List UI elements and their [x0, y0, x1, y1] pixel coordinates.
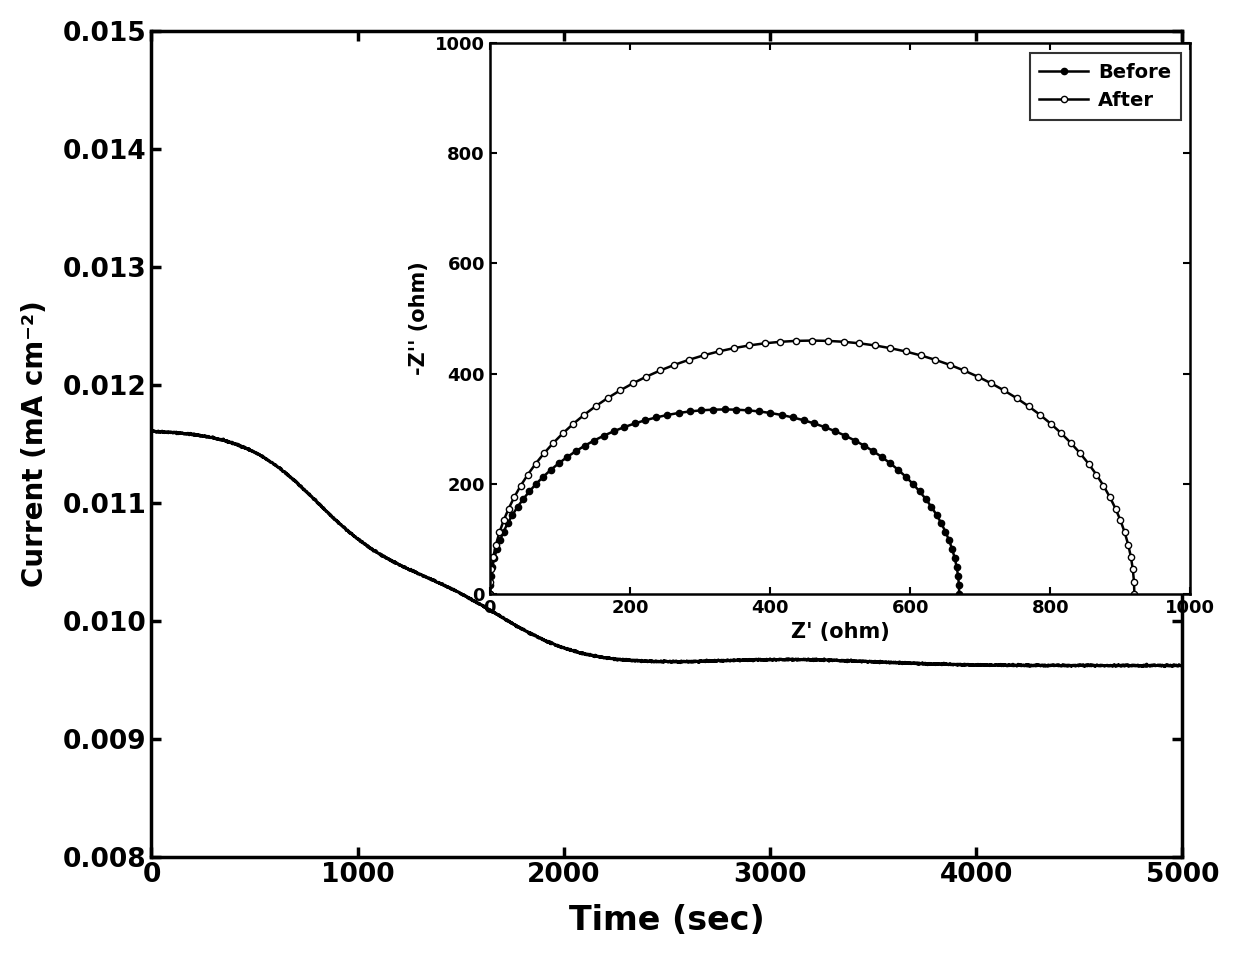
After	[565, 418, 580, 429]
X-axis label: Time (sec): Time (sec)	[569, 904, 765, 937]
Before	[934, 517, 949, 529]
Before	[952, 588, 967, 600]
After	[482, 588, 497, 600]
After	[1127, 588, 1142, 600]
After	[836, 336, 851, 348]
After	[727, 342, 742, 354]
Before	[543, 465, 558, 476]
After	[805, 335, 820, 347]
Legend: Before, After: Before, After	[1029, 53, 1180, 120]
Before	[740, 404, 755, 416]
Before	[951, 570, 966, 582]
Before	[482, 588, 497, 600]
Before	[717, 403, 732, 415]
Before	[578, 440, 593, 451]
After	[1102, 491, 1117, 503]
X-axis label: Z' (ohm): Z' (ohm)	[791, 623, 889, 643]
After	[613, 385, 627, 397]
Y-axis label: Current (mA cm⁻²): Current (mA cm⁻²)	[21, 301, 48, 587]
Before	[660, 409, 675, 421]
Y-axis label: -Z'' (ohm): -Z'' (ohm)	[409, 262, 429, 376]
Line: After: After	[486, 337, 1137, 597]
After	[1126, 563, 1141, 575]
Line: Before: Before	[486, 406, 962, 597]
